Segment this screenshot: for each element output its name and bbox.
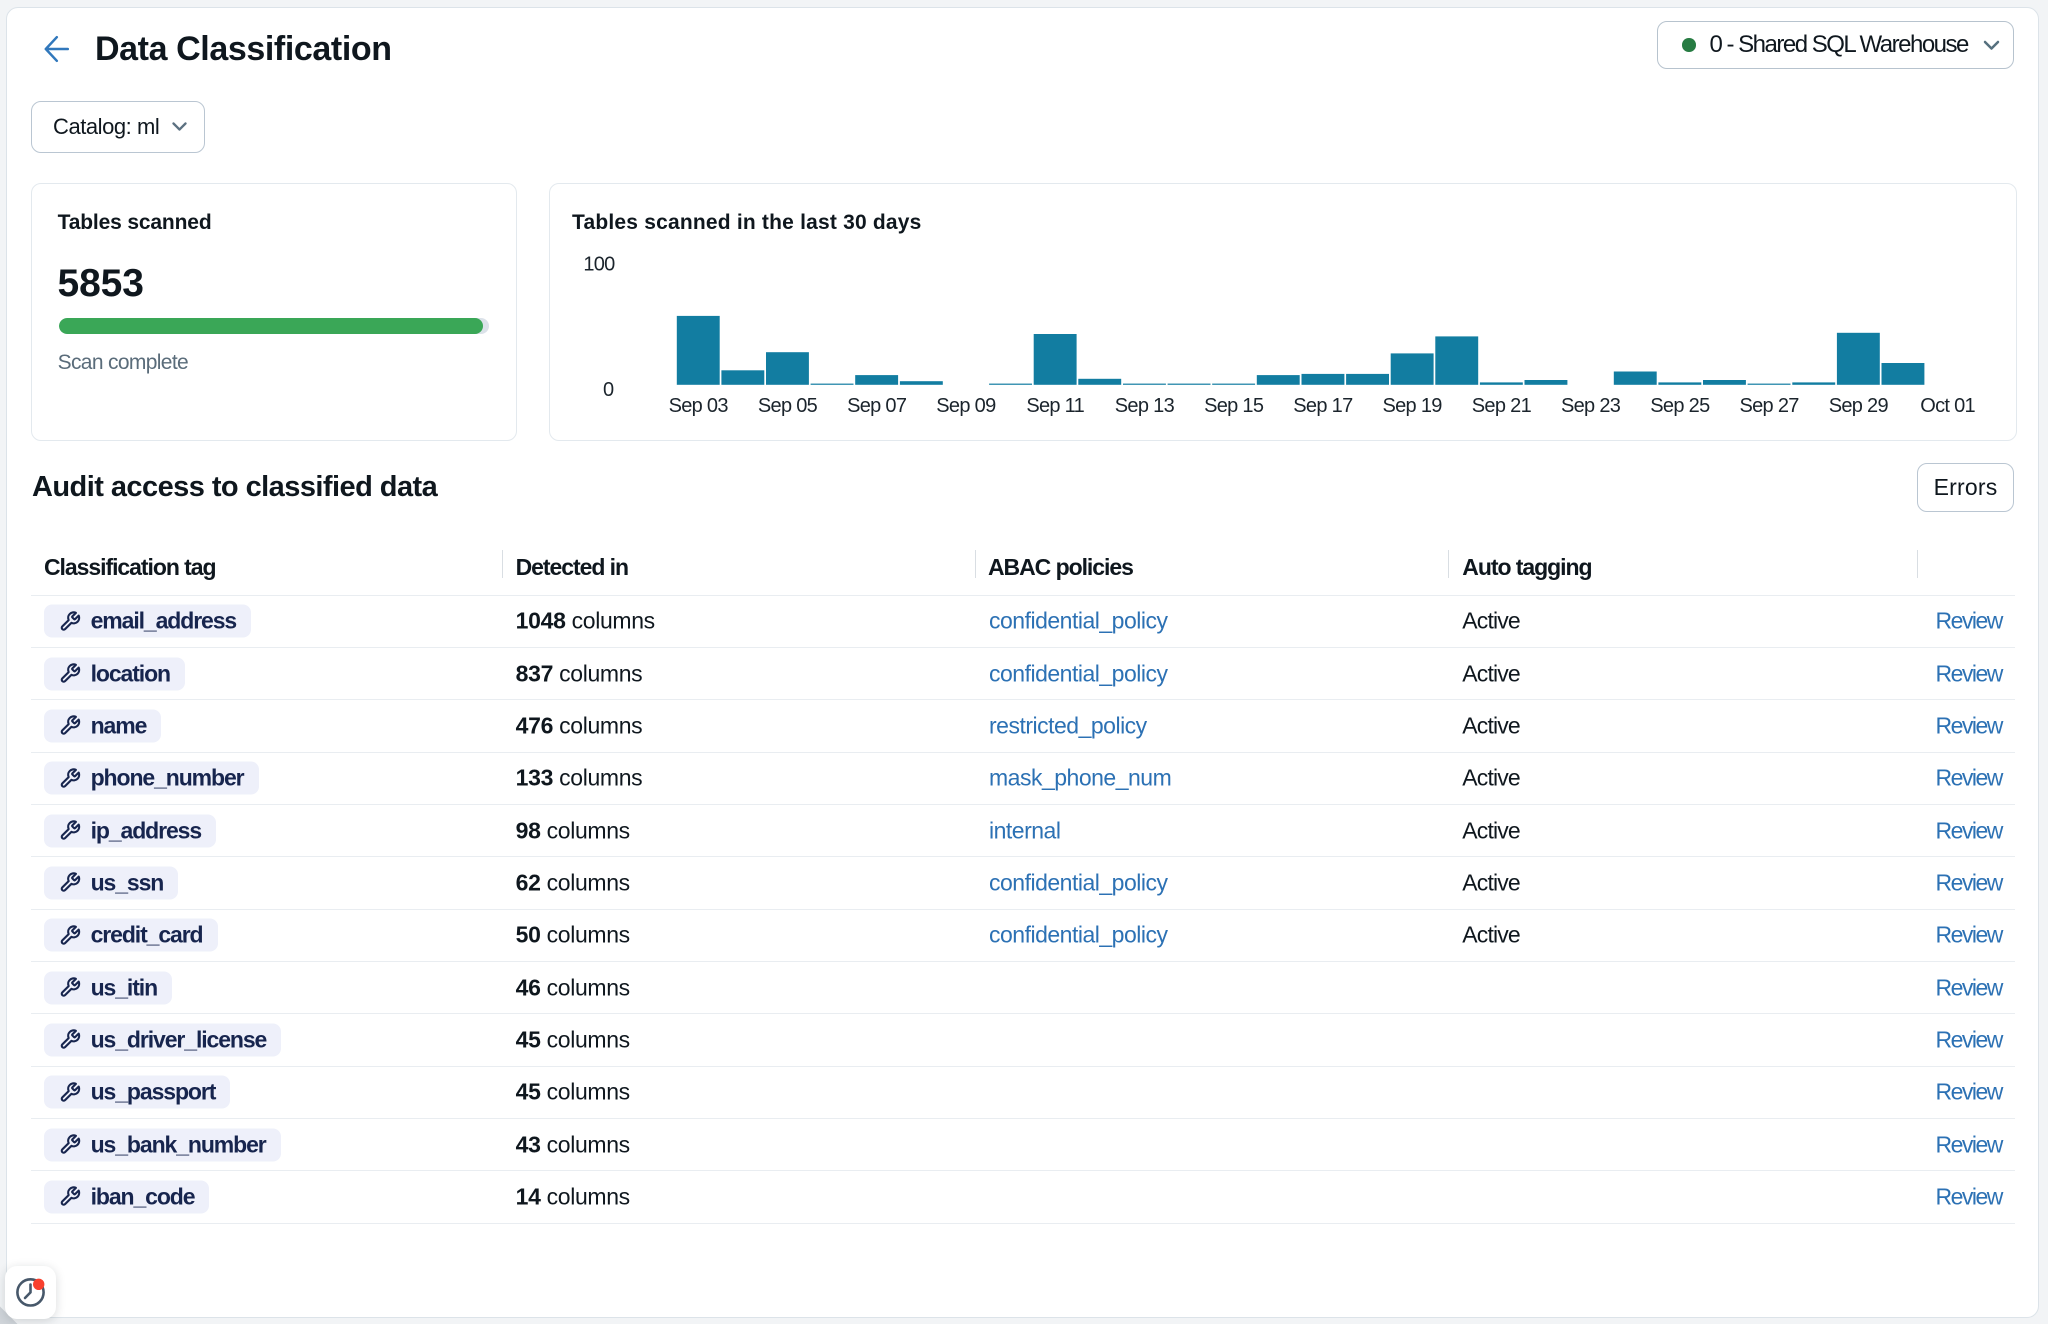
svg-text:Sep 29: Sep 29 [1829,395,1889,417]
svg-text:Sep 07: Sep 07 [847,395,907,417]
svg-text:Sep 13: Sep 13 [1115,395,1175,417]
svg-text:Sep 21: Sep 21 [1472,395,1532,417]
svg-text:Sep 15: Sep 15 [1204,395,1264,417]
svg-text:Sep 11: Sep 11 [1026,395,1084,417]
svg-text:Sep 27: Sep 27 [1739,395,1799,417]
svg-text:0: 0 [603,379,614,401]
svg-text:Sep 17: Sep 17 [1293,395,1353,417]
svg-text:Sep 19: Sep 19 [1382,395,1442,417]
svg-text:Sep 03: Sep 03 [669,395,729,417]
svg-text:100: 100 [583,254,615,276]
svg-text:Sep 09: Sep 09 [936,395,996,417]
svg-text:Sep 05: Sep 05 [758,395,818,417]
svg-text:Oct 01: Oct 01 [1920,395,1975,417]
svg-text:Sep 23: Sep 23 [1561,395,1621,417]
svg-text:Sep 25: Sep 25 [1650,395,1710,417]
